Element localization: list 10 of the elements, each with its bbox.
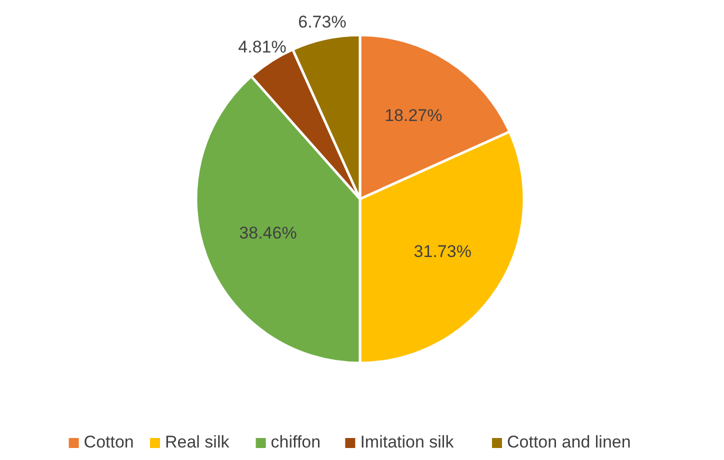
legend-label: Imitation silk [360, 432, 454, 452]
data-label: 6.73% [298, 12, 346, 32]
legend-label: Real silk [165, 432, 230, 452]
legend-label: Cotton and linen [507, 432, 631, 452]
legend-label: chiffon [270, 432, 321, 452]
legend-label: Cotton [84, 432, 134, 452]
data-label: 31.73% [414, 242, 472, 261]
data-label: 38.46% [239, 223, 297, 242]
data-label: 18.27% [384, 106, 442, 125]
data-label: 4.81% [238, 37, 286, 56]
